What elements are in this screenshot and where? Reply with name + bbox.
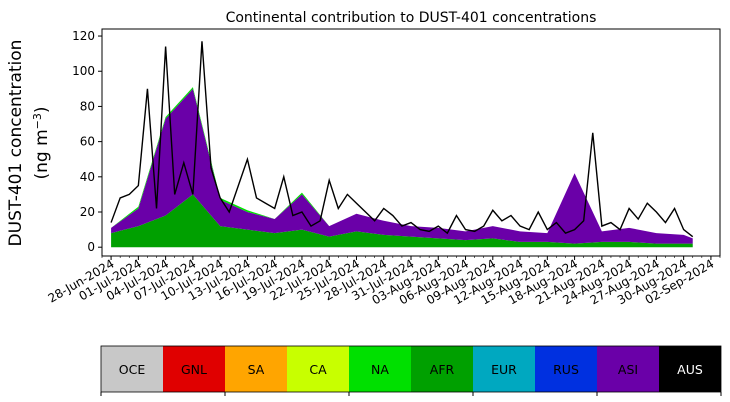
legend-swatch-oce <box>101 346 163 392</box>
y-tick-label: 120 <box>72 29 95 43</box>
axes: 02040608010012028-Jun-202401-Jul-202404-… <box>46 28 721 307</box>
legend-swatch-aus <box>659 346 721 392</box>
plot-area <box>110 41 694 248</box>
y-axis-label: DUST-401 concentration (ng m−3) <box>6 40 52 247</box>
y-tick-label: 20 <box>80 205 95 219</box>
legend-swatch-ca <box>287 346 349 392</box>
y-tick-label: 60 <box>80 135 95 149</box>
total-concentration-line <box>110 41 694 238</box>
legend-swatch-na <box>349 346 411 392</box>
y-tick-label: 100 <box>72 64 95 78</box>
y-axis-label-line1: DUST-401 concentration <box>6 40 26 247</box>
legend-label-sa: SA <box>248 362 265 377</box>
legend-swatch-gnl <box>163 346 225 392</box>
legend-label-aus: AUS <box>677 362 703 377</box>
legend-label-ca: CA <box>309 362 327 377</box>
legend-swatch-rus <box>535 346 597 392</box>
legend-swatch-eur <box>473 346 535 392</box>
legend-label-eur: EUR <box>491 362 517 377</box>
y-tick-label: 40 <box>80 170 95 184</box>
y-tick-label: 0 <box>87 240 95 254</box>
legend-label-asi: ASI <box>618 362 638 377</box>
legend-swatch-afr <box>411 346 473 392</box>
legend-label-gnl: GNL <box>181 362 207 377</box>
legend-label-na: NA <box>371 362 389 377</box>
legend-label-rus: RUS <box>553 362 579 377</box>
legend-label-oce: OCE <box>119 362 146 377</box>
y-axis-label-line2: (ng m−3) <box>31 106 53 179</box>
legend-frame <box>100 345 722 393</box>
y-tick-label: 80 <box>80 99 95 113</box>
color-legend: OCE GNL SA CA NA AFR EUR RUS ASI AUS <box>100 345 722 396</box>
legend-label-afr: AFR <box>430 362 455 377</box>
legend-swatch-sa <box>225 346 287 392</box>
series-area-afr <box>111 194 693 248</box>
legend-swatch-asi <box>597 346 659 392</box>
chart-title: Continental contribution to DUST-401 con… <box>226 10 597 26</box>
